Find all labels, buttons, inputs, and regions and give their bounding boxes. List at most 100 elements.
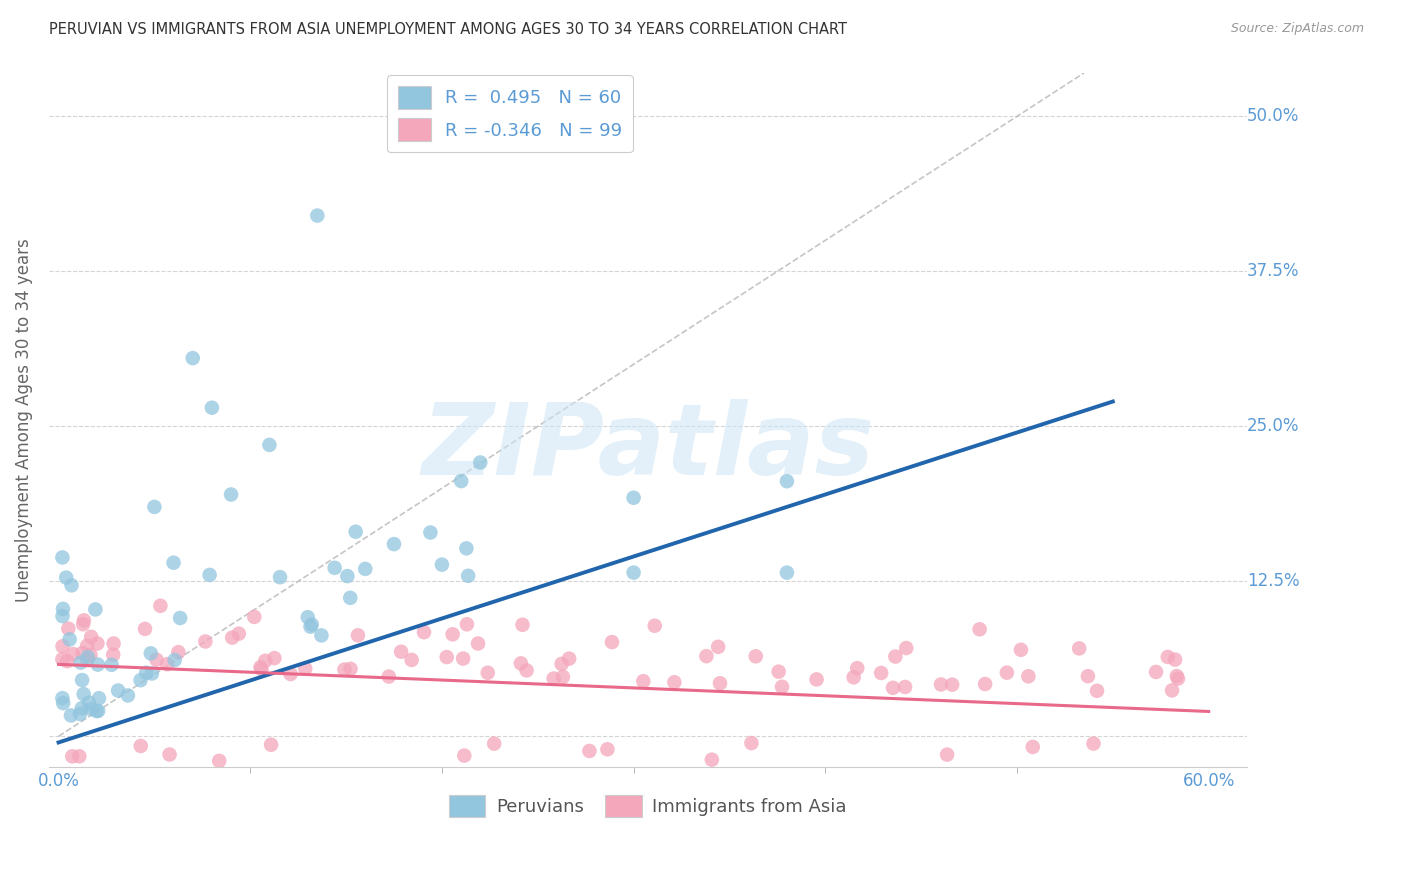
Point	[740, 736, 762, 750]
Point	[382, 537, 405, 551]
Point	[389, 645, 412, 659]
Point	[135, 665, 157, 680]
Point	[884, 649, 907, 664]
Point	[347, 628, 370, 642]
Point	[194, 634, 217, 648]
Point	[707, 640, 730, 654]
Point	[323, 561, 346, 575]
Point	[1077, 669, 1099, 683]
Text: 25.0%: 25.0%	[1247, 417, 1299, 435]
Point	[250, 662, 273, 676]
Point	[51, 691, 73, 706]
Point	[430, 558, 453, 572]
Point	[1164, 652, 1187, 666]
Point	[354, 562, 377, 576]
Point	[76, 649, 98, 664]
Point	[67, 749, 90, 764]
Point	[56, 654, 79, 668]
Point	[974, 677, 997, 691]
Point	[181, 351, 204, 365]
Point	[58, 622, 80, 636]
Point	[1083, 737, 1105, 751]
Point	[162, 556, 184, 570]
Point	[664, 675, 686, 690]
Point	[259, 438, 281, 452]
Point	[806, 673, 828, 687]
Point	[451, 651, 474, 665]
Point	[69, 706, 91, 721]
Point	[929, 677, 952, 691]
Point	[221, 631, 243, 645]
Point	[401, 653, 423, 667]
Point	[1166, 669, 1188, 683]
Point	[76, 639, 98, 653]
Point	[134, 622, 156, 636]
Point	[969, 622, 991, 636]
Point	[254, 654, 277, 668]
Point	[894, 680, 917, 694]
Point	[87, 704, 110, 718]
Point	[86, 636, 108, 650]
Point	[1010, 642, 1032, 657]
Point	[482, 737, 505, 751]
Point	[52, 602, 75, 616]
Point	[842, 670, 865, 684]
Point	[413, 625, 436, 640]
Point	[103, 636, 125, 650]
Point	[59, 708, 82, 723]
Point	[600, 635, 623, 649]
Text: Source: ZipAtlas.com: Source: ZipAtlas.com	[1230, 22, 1364, 36]
Point	[299, 620, 322, 634]
Point	[882, 681, 904, 695]
Point	[198, 568, 221, 582]
Legend: Peruvians, Immigrants from Asia: Peruvians, Immigrants from Asia	[441, 788, 855, 824]
Point	[700, 753, 723, 767]
Point	[87, 657, 110, 672]
Point	[103, 648, 125, 662]
Point	[159, 747, 181, 762]
Point	[51, 652, 73, 666]
Point	[60, 578, 83, 592]
Point	[516, 664, 538, 678]
Point	[441, 627, 464, 641]
Point	[60, 749, 83, 764]
Point	[55, 571, 77, 585]
Point	[1017, 669, 1039, 683]
Point	[770, 680, 793, 694]
Point	[1157, 649, 1180, 664]
Point	[156, 657, 179, 672]
Point	[51, 609, 73, 624]
Text: PERUVIAN VS IMMIGRANTS FROM ASIA UNEMPLOYMENT AMONG AGES 30 TO 34 YEARS CORRELAT: PERUVIAN VS IMMIGRANTS FROM ASIA UNEMPLO…	[49, 22, 848, 37]
Point	[695, 649, 717, 664]
Point	[745, 649, 768, 664]
Point	[163, 653, 186, 667]
Point	[467, 636, 489, 650]
Point	[143, 500, 166, 514]
Point	[80, 702, 103, 716]
Point	[339, 591, 361, 605]
Point	[509, 657, 531, 671]
Point	[167, 645, 190, 659]
Point	[243, 610, 266, 624]
Point	[52, 696, 75, 710]
Point	[297, 610, 319, 624]
Point	[86, 704, 108, 718]
Point	[644, 619, 666, 633]
Point	[107, 683, 129, 698]
Point	[333, 663, 356, 677]
Point	[419, 525, 441, 540]
Text: 37.5%: 37.5%	[1247, 262, 1299, 280]
Point	[550, 657, 572, 671]
Point	[70, 673, 93, 687]
Point	[249, 660, 271, 674]
Point	[456, 541, 478, 556]
Point	[219, 487, 242, 501]
Point	[450, 474, 472, 488]
Point	[129, 673, 152, 688]
Point	[870, 665, 893, 680]
Point	[51, 640, 73, 654]
Point	[596, 742, 619, 756]
Point	[51, 550, 73, 565]
Point	[79, 648, 101, 662]
Point	[301, 617, 323, 632]
